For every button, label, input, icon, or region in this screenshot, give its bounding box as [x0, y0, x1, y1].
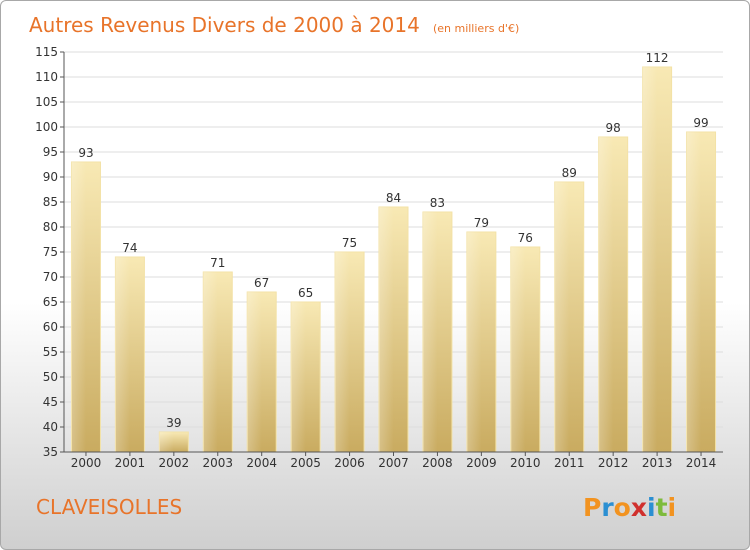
- data-label: 112: [646, 51, 669, 65]
- data-label: 65: [298, 286, 313, 300]
- x-tick-label: 2010: [510, 456, 541, 470]
- bar-highlight: [510, 247, 526, 452]
- bar-highlight: [379, 207, 394, 452]
- y-tick-label: 95: [43, 145, 58, 159]
- x-tick-label: 2014: [686, 456, 717, 470]
- y-tick-label: 40: [43, 420, 58, 434]
- x-tick-label: 2002: [159, 456, 190, 470]
- data-label: 89: [562, 166, 577, 180]
- y-tick-label: 50: [43, 370, 58, 384]
- y-tick-label: 110: [35, 70, 58, 84]
- proxiti-logo: Proxiti: [583, 493, 676, 522]
- bars: [70, 66, 717, 453]
- data-label: 71: [210, 256, 225, 270]
- data-label: 83: [430, 196, 445, 210]
- x-tick-label: 2005: [290, 456, 321, 470]
- data-label: 75: [342, 236, 357, 250]
- bar-highlight: [203, 272, 218, 452]
- y-tick-label: 55: [43, 345, 58, 359]
- bar-highlight: [159, 432, 174, 452]
- y-tick-label: 100: [35, 120, 58, 134]
- data-label: 93: [78, 146, 93, 160]
- data-label: 99: [693, 116, 708, 130]
- y-tick-label: 70: [43, 270, 58, 284]
- data-label: 67: [254, 276, 269, 290]
- y-tick-label: 35: [43, 445, 58, 459]
- bar-highlight: [642, 67, 658, 452]
- bar-highlight: [598, 137, 614, 452]
- x-axis: 2000 2001 2002 2003 2004 2005 2006 2007 2008 2009…: [64, 451, 723, 470]
- x-tick-label: 2009: [466, 456, 497, 470]
- data-label: 79: [474, 216, 489, 230]
- x-tick-label: 2004: [246, 456, 277, 470]
- data-label: 74: [122, 241, 137, 255]
- bar-highlight: [422, 212, 438, 452]
- x-tick-label: 2001: [115, 456, 146, 470]
- y-tick-label: 85: [43, 195, 58, 209]
- x-tick-label: 2008: [422, 456, 453, 470]
- bar-highlight: [71, 162, 86, 452]
- x-tick-label: 2013: [642, 456, 673, 470]
- logo-letter: o: [614, 493, 631, 522]
- logo-letter: i: [668, 493, 677, 522]
- y-tick-label: 80: [43, 220, 58, 234]
- y-tick-label: 115: [35, 45, 58, 59]
- logo-letter: r: [601, 493, 614, 522]
- data-labels: 93 74 39 71 67 65 75 84 83 79 76 89 98 112 99: [78, 51, 708, 430]
- bar-highlight: [247, 292, 262, 452]
- y-axis: 35 40 45 50 55 60 65 70 75 80 85 90 95 100 105 110 115: [35, 45, 65, 459]
- bar-highlight: [115, 257, 130, 452]
- logo-letter: P: [583, 493, 601, 522]
- logo-letter: x: [631, 493, 647, 522]
- data-label: 98: [606, 121, 621, 135]
- x-tick-label: 2011: [554, 456, 585, 470]
- y-tick-label: 75: [43, 245, 58, 259]
- data-label: 84: [386, 191, 401, 205]
- bar-highlight: [291, 302, 306, 452]
- x-tick-label: 2000: [71, 456, 102, 470]
- y-tick-label: 45: [43, 395, 58, 409]
- bar-highlight: [335, 252, 350, 452]
- y-tick-label: 105: [35, 95, 58, 109]
- x-tick-label: 2012: [598, 456, 629, 470]
- bar-highlight: [554, 182, 570, 452]
- x-tick-label: 2006: [334, 456, 365, 470]
- x-tick-label: 2007: [378, 456, 409, 470]
- y-tick-label: 90: [43, 170, 58, 184]
- y-tick-label: 60: [43, 320, 58, 334]
- x-tick-label: 2003: [202, 456, 233, 470]
- data-label: 76: [518, 231, 533, 245]
- chart-title: Autres Revenus Divers de 2000 à 2014 (en…: [29, 13, 519, 37]
- bar-highlight: [466, 232, 482, 452]
- bar-highlight: [686, 132, 702, 452]
- data-label: 39: [166, 416, 181, 430]
- logo-letter: i: [647, 493, 656, 522]
- place-name: CLAVEISOLLES: [36, 495, 182, 519]
- logo-letter: t: [656, 493, 668, 522]
- y-tick-label: 65: [43, 295, 58, 309]
